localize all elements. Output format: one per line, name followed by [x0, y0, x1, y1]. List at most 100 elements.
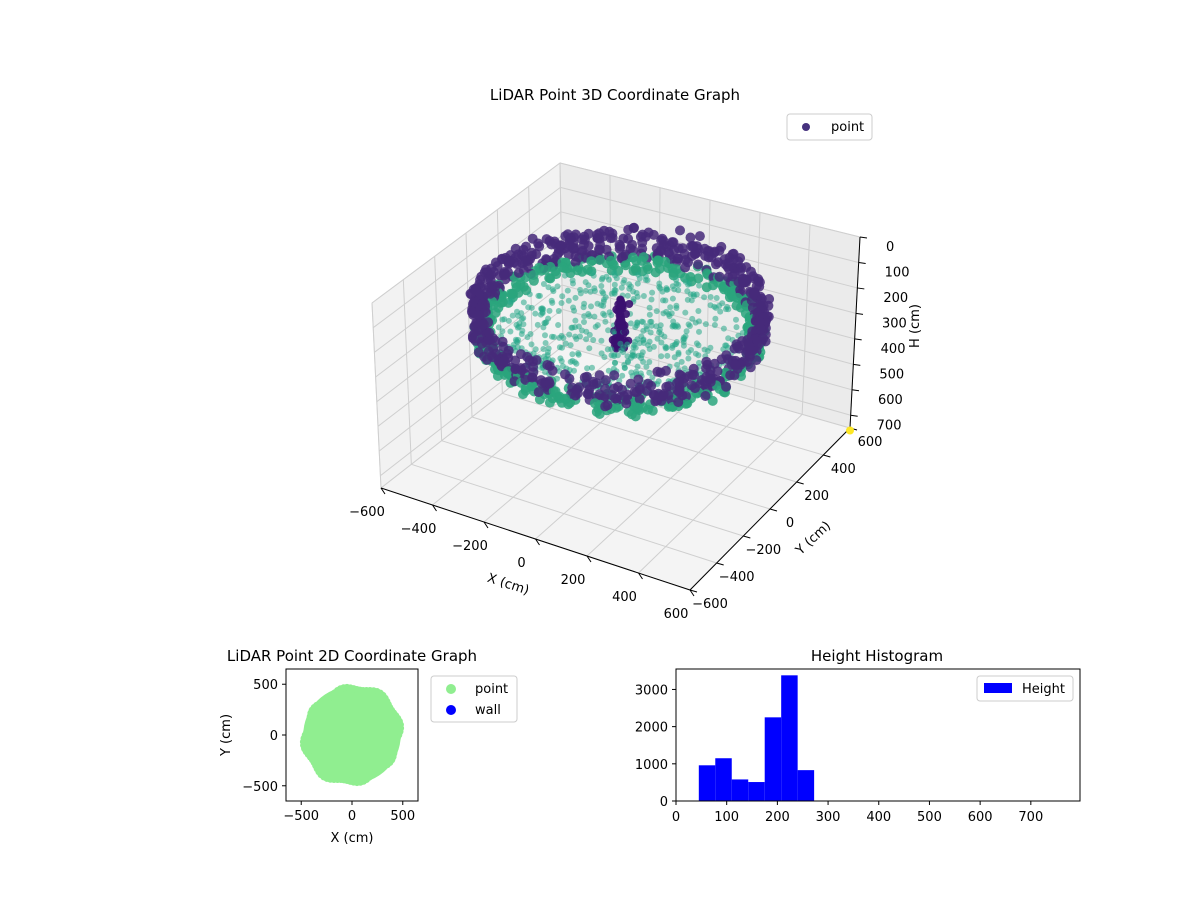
- lidar-point: [687, 369, 698, 380]
- lidar-point: [558, 300, 565, 306]
- lidar-point: [557, 262, 568, 273]
- lidar-point: [693, 259, 704, 270]
- lidar-point: [653, 308, 660, 315]
- histogram-title: Height Histogram: [811, 647, 943, 665]
- lidar-point: [599, 288, 606, 295]
- lidar-point: [720, 325, 727, 332]
- lidar-point: [598, 337, 605, 344]
- lidar-point: [476, 271, 487, 282]
- chart-2d-title: LiDAR Point 2D Coordinate Graph: [227, 647, 477, 665]
- lidar-point: [592, 323, 599, 330]
- lidar-point: [609, 370, 620, 381]
- lidar-point: [518, 310, 525, 317]
- lidar-point: [498, 341, 509, 352]
- lidar-point: [590, 337, 597, 343]
- lidar-point: [656, 395, 667, 406]
- lidar-point: [702, 321, 709, 328]
- lidar-outlier-point: [846, 426, 854, 435]
- y-tick-label: 400: [831, 462, 856, 477]
- lidar-point: [695, 352, 702, 359]
- lidar-point: [655, 367, 666, 378]
- histogram-bar: [698, 765, 716, 801]
- lidar-point: [564, 373, 575, 384]
- lidar-point: [686, 280, 693, 287]
- lidar-point: [586, 331, 593, 338]
- lidar-point: [574, 252, 584, 263]
- grid-line-z-back: [560, 186, 859, 263]
- lidar-point: [652, 257, 663, 268]
- lidar-point: [646, 359, 653, 365]
- y-tick-label: 3000: [635, 683, 668, 698]
- lidar-point: [647, 405, 658, 416]
- lidar-point: [611, 281, 618, 288]
- lidar-point: [613, 275, 620, 282]
- lidar-point: [586, 313, 593, 320]
- lidar-point: [562, 272, 568, 279]
- lidar-point: [711, 322, 718, 328]
- chart-2d-points: [299, 683, 405, 787]
- lidar-point: [474, 310, 485, 321]
- z-axis-line: [849, 236, 861, 429]
- legend-histogram: Height: [976, 675, 1074, 702]
- lidar-point: [649, 374, 656, 381]
- lidar-point: [696, 282, 703, 289]
- lidar-point: [571, 359, 578, 366]
- x-tick-label: 400: [612, 590, 637, 605]
- lidar-point: [509, 257, 519, 268]
- lidar-point: [608, 352, 615, 359]
- z-tick-label: 100: [885, 265, 910, 280]
- lidar-point: [706, 373, 717, 384]
- x-tick-label: 100: [714, 810, 739, 825]
- lidar-point: [634, 280, 641, 287]
- lidar-point: [725, 306, 732, 313]
- lidar-point: [540, 281, 547, 287]
- lidar-point: [763, 300, 774, 311]
- lidar-point: [617, 340, 624, 347]
- legend-2d-wall-label: wall: [475, 703, 501, 718]
- lidar-point: [583, 336, 590, 343]
- lidar-point: [646, 304, 653, 311]
- lidar-point: [661, 333, 668, 340]
- lidar-point: [709, 247, 719, 258]
- lidar-point: [617, 316, 626, 325]
- y-tick-mark: [796, 481, 804, 485]
- y-tick-label: 2000: [635, 721, 668, 736]
- lidar-point: [673, 305, 680, 311]
- lidar-point: [600, 375, 611, 386]
- lidar-point: [580, 304, 587, 311]
- lidar-point: [648, 322, 655, 329]
- lidar-point: [612, 360, 619, 366]
- grid-line-z-side: [371, 162, 561, 304]
- legend-height-swatch: [984, 683, 1012, 693]
- lidar-point: [532, 310, 539, 317]
- lidar-point: [631, 342, 638, 349]
- x-tick-mark: [380, 487, 386, 495]
- lidar-point: [570, 280, 576, 287]
- lidar-point: [663, 308, 670, 315]
- lidar-point: [678, 358, 685, 365]
- lidar-point: [526, 381, 537, 392]
- lidar-point: [506, 289, 517, 300]
- x-tick-mark: [432, 504, 437, 512]
- lidar-point: [674, 376, 685, 387]
- lidar-point: [604, 226, 615, 237]
- lidar-point: [675, 225, 685, 236]
- lidar-point: [611, 328, 617, 335]
- lidar-point: [544, 397, 555, 408]
- lidar-point: [729, 370, 740, 381]
- lidar-point: [707, 344, 714, 351]
- lidar-point: [697, 375, 707, 385]
- lidar-point: [620, 279, 627, 286]
- lidar-point: [682, 309, 689, 316]
- lidar-point: [547, 365, 558, 376]
- lidar-point: [656, 326, 663, 333]
- lidar-point: [582, 388, 593, 399]
- lidar-point: [579, 327, 585, 334]
- lidar-point: [589, 364, 595, 371]
- lidar-point: [539, 310, 546, 317]
- lidar-point: [719, 254, 730, 265]
- chart-histogram: Height Histogram 0 100 200 300 400 500 600 7000…: [635, 647, 1081, 825]
- lidar-point: [667, 304, 674, 311]
- lidar-point: [478, 319, 489, 330]
